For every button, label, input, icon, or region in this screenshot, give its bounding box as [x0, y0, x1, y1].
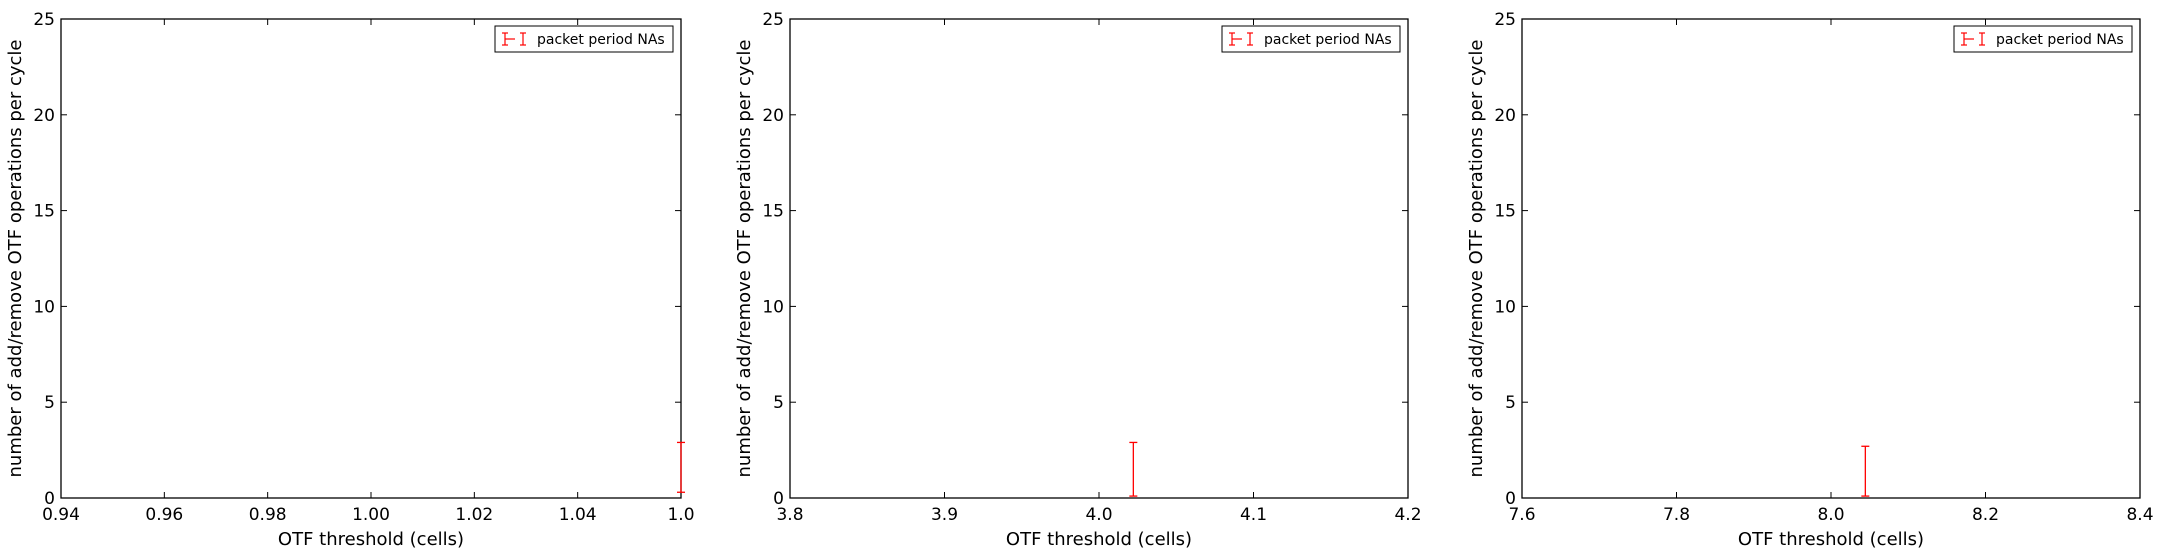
y-tick-label: 20: [762, 106, 784, 126]
y-tick-label: 0: [1505, 489, 1516, 509]
plot-area: [789, 18, 1409, 499]
plot-area: [1521, 18, 2141, 499]
x-tick-label: 7.8: [1663, 505, 1690, 525]
x-tick-label: 1.0: [667, 505, 694, 525]
x-tick-label: 8.2: [1972, 505, 1999, 525]
chart-panel-2: 3.8 3.9 4.0 4.1 4.2 0 5 10 15 20 25 OTF threshold (…: [734, 10, 1422, 550]
legend-label: packet period NAs: [537, 32, 665, 48]
y-tick-label: 10: [762, 297, 784, 317]
x-tick-label: 0.94: [42, 505, 80, 525]
x-tick-label: 7.6: [1508, 505, 1535, 525]
y-tick-label: 15: [762, 202, 784, 222]
legend-box: [1221, 25, 1401, 53]
legend-label: packet period NAs: [1264, 32, 1392, 48]
x-axis-label: OTF threshold (cells): [278, 529, 464, 550]
x-axis-label: OTF threshold (cells): [1006, 529, 1192, 550]
x-tick-label: 8.0: [1817, 505, 1844, 525]
x-tick-label: 8.4: [2126, 505, 2153, 525]
y-tick-label: 25: [762, 10, 784, 30]
y-tick-label: 5: [1505, 393, 1516, 413]
y-tick-label: 15: [33, 202, 55, 222]
legend: packet period NAs: [1953, 25, 2133, 53]
y-tick-label: 5: [773, 393, 784, 413]
y-tick-label: 5: [44, 393, 55, 413]
x-tick-label: 1.00: [352, 505, 390, 525]
y-axis-label: number of add/remove OTF operations per …: [5, 40, 26, 478]
x-tick-label: 3.9: [931, 505, 958, 525]
y-axis-label: number of add/remove OTF operations per …: [1466, 40, 1487, 478]
legend: packet period NAs: [494, 25, 674, 53]
x-tick-label: 1.04: [559, 505, 597, 525]
chart-panel-3: 7.6 7.8 8.0 8.2 8.4 0 5 10 15 20 25 OTF threshold (…: [1466, 10, 2154, 550]
legend-label: packet period NAs: [1996, 32, 2124, 48]
x-tick-label: 0.96: [145, 505, 183, 525]
y-axis-label: number of add/remove OTF operations per …: [734, 40, 755, 478]
x-tick-label: 4.0: [1085, 505, 1112, 525]
y-tick-label: 10: [1494, 297, 1516, 317]
legend-box: [1953, 25, 2133, 53]
legend: packet period NAs: [1221, 25, 1401, 53]
y-tick-label: 15: [1494, 202, 1516, 222]
x-tick-label: 4.2: [1394, 505, 1421, 525]
x-tick-label: 4.1: [1240, 505, 1267, 525]
y-tick-label: 25: [33, 10, 55, 30]
x-tick-label: 1.02: [455, 505, 493, 525]
y-tick-label: 20: [1494, 106, 1516, 126]
chart-panel-1: 0.94 0.96 0.98 1.00 1.02 1.04 1.00510152025OTF…: [5, 10, 695, 550]
x-tick-label: 3.8: [776, 505, 803, 525]
y-tick-label: 0: [44, 489, 55, 509]
y-tick-label: 0: [773, 489, 784, 509]
y-tick-label: 20: [33, 106, 55, 126]
x-tick-label: 0.98: [249, 505, 287, 525]
y-tick-label: 25: [1494, 10, 1516, 30]
x-axis-label: OTF threshold (cells): [1738, 529, 1924, 550]
legend-box: [494, 25, 674, 53]
plot-area: [60, 18, 682, 499]
y-tick-label: 10: [33, 297, 55, 317]
